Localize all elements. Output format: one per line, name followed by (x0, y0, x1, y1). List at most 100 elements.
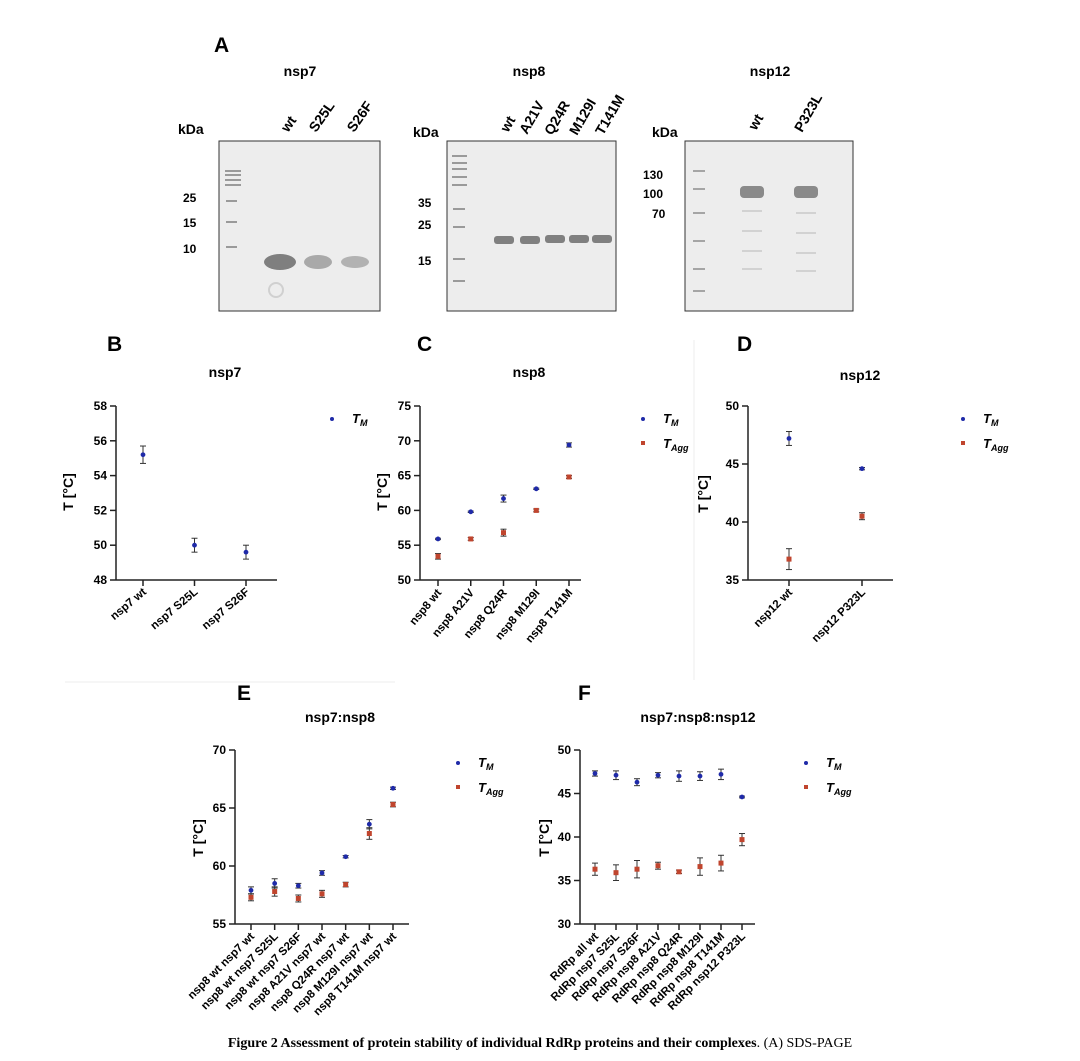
panel-e-letter: E (237, 682, 251, 705)
data-point-tagg (390, 802, 396, 808)
legend-tm: TM (983, 411, 999, 428)
caption-rest: . (A) SDS-PAGE (756, 1036, 853, 1051)
y-tick-label: 60 (213, 859, 227, 873)
data-point-tagg (343, 882, 349, 888)
gel-nsp7-band-wt (264, 254, 296, 270)
data-point-tagg (676, 869, 682, 875)
gel-nsp7-band-s26f (341, 256, 369, 268)
gel-nsp8-band-wt (494, 236, 514, 244)
data-point-tm (786, 436, 792, 441)
gel-nsp8-title: nsp8 (513, 63, 546, 79)
y-tick-label: 65 (213, 801, 227, 815)
chart-b-ylabel: T [°C] (60, 473, 76, 510)
data-point-tm (859, 466, 865, 472)
chart-c-ylabel: T [°C] (374, 473, 390, 510)
y-tick-label: 45 (558, 787, 572, 801)
chart-d-legend: TM TAgg (961, 411, 1009, 453)
data-point-tagg (319, 891, 325, 897)
data-point-tagg (718, 860, 724, 866)
data-point-tagg (501, 530, 506, 536)
y-tick-label: 50 (398, 573, 412, 587)
chart-c-legend: TM TAgg (641, 411, 689, 453)
gel-nsp8-marker: 15 (418, 254, 432, 268)
data-point-tm (566, 442, 572, 448)
gel-nsp12-image (684, 140, 854, 312)
gel-nsp8-lane-wt: wt (496, 113, 518, 136)
data-point-tm (718, 771, 724, 777)
legend-tm: TM (352, 411, 368, 428)
y-tick-label: 30 (558, 917, 572, 931)
data-point-tm (343, 854, 349, 860)
legend-tm: TM (478, 755, 494, 772)
gel-nsp8-image (446, 140, 617, 312)
gel-nsp8-band-t141m (592, 235, 612, 243)
y-tick-label: 48 (94, 573, 108, 587)
chart-d-title: nsp12 (840, 367, 881, 383)
gel-nsp8-ladder (452, 155, 467, 282)
gel-nsp12-marker: 130 (643, 168, 663, 182)
data-point-tm (533, 486, 539, 492)
data-point-tm (248, 887, 254, 893)
y-tick-label: 65 (398, 469, 412, 483)
x-category-label: nsp12 P323L (810, 587, 868, 645)
data-point-tagg (634, 866, 640, 872)
y-tick-label: 70 (398, 434, 412, 448)
data-point-tagg (592, 866, 598, 872)
gel-nsp12-band-wt (740, 186, 764, 198)
data-point-tagg (295, 895, 301, 901)
gel-nsp12-title: nsp12 (750, 63, 791, 79)
y-tick-label: 35 (726, 573, 740, 587)
gel-nsp12-lane-p323l: P323L (791, 90, 826, 134)
gel-nsp8: nsp8 kDa wt A21V Q24R M129I T141M 35 25 … (413, 63, 627, 312)
panel-b-letter: B (107, 333, 122, 356)
legend-tagg: TAgg (663, 436, 689, 453)
data-point-tagg (248, 894, 254, 900)
figure-caption: Figure 2 Assessment of protein stability… (0, 1036, 1080, 1052)
data-point-tagg (739, 837, 745, 843)
data-point-tagg (366, 831, 372, 837)
legend-tagg-marker (961, 441, 965, 445)
y-tick-label: 50 (558, 743, 572, 757)
data-point-tm (366, 821, 372, 827)
gel-nsp8-kda-label: kDa (413, 124, 439, 140)
chart-f-title: nsp7:nsp8:nsp12 (640, 709, 755, 725)
panel-a-letter: A (214, 34, 229, 57)
gel-nsp12-kda-label: kDa (652, 124, 678, 140)
data-point-tm (613, 772, 619, 778)
y-tick-label: 75 (398, 399, 412, 413)
legend-tm-marker (961, 417, 965, 421)
y-tick-label: 55 (213, 917, 227, 931)
data-point-tm (319, 870, 325, 876)
x-category-label: nsp7 wt (108, 586, 149, 623)
gel-nsp12-lane-wt: wt (744, 111, 766, 134)
legend-tagg: TAgg (983, 436, 1009, 453)
gel-nsp7-ladder (225, 170, 241, 248)
data-point-tm (676, 773, 682, 779)
gel-nsp7: nsp7 kDa wt S25L S26F 25 15 10 (178, 63, 381, 312)
data-point-tm (295, 883, 301, 889)
panel-d-letter: D (737, 333, 752, 356)
data-point-tm (140, 452, 146, 458)
panel-c-letter: C (417, 333, 432, 356)
data-point-tagg (566, 474, 572, 480)
gel-nsp7-marker: 10 (183, 242, 197, 256)
legend-tm: TM (663, 411, 679, 428)
y-tick-label: 40 (558, 830, 572, 844)
data-point-tm (390, 785, 396, 791)
legend-tm: TM (826, 755, 842, 772)
legend-tm-marker (641, 417, 645, 421)
gel-nsp8-marker: 25 (418, 218, 432, 232)
chart-f-ylabel: T [°C] (536, 819, 552, 856)
gel-nsp7-title: nsp7 (284, 63, 317, 79)
legend-tagg: TAgg (478, 780, 504, 797)
chart-d-ylabel: T [°C] (695, 475, 711, 512)
x-category-label: nsp7 S26F (200, 586, 252, 632)
gel-nsp8-band-a21v (520, 236, 540, 244)
gel-nsp7-lane-s26f: S26F (343, 98, 376, 135)
panel-a: A nsp7 kDa wt S25L S26F 25 15 10 n (178, 34, 854, 312)
y-tick-label: 54 (94, 469, 108, 483)
chart-f-legend: TM TAgg (804, 755, 852, 797)
legend-tm-marker (456, 761, 460, 765)
